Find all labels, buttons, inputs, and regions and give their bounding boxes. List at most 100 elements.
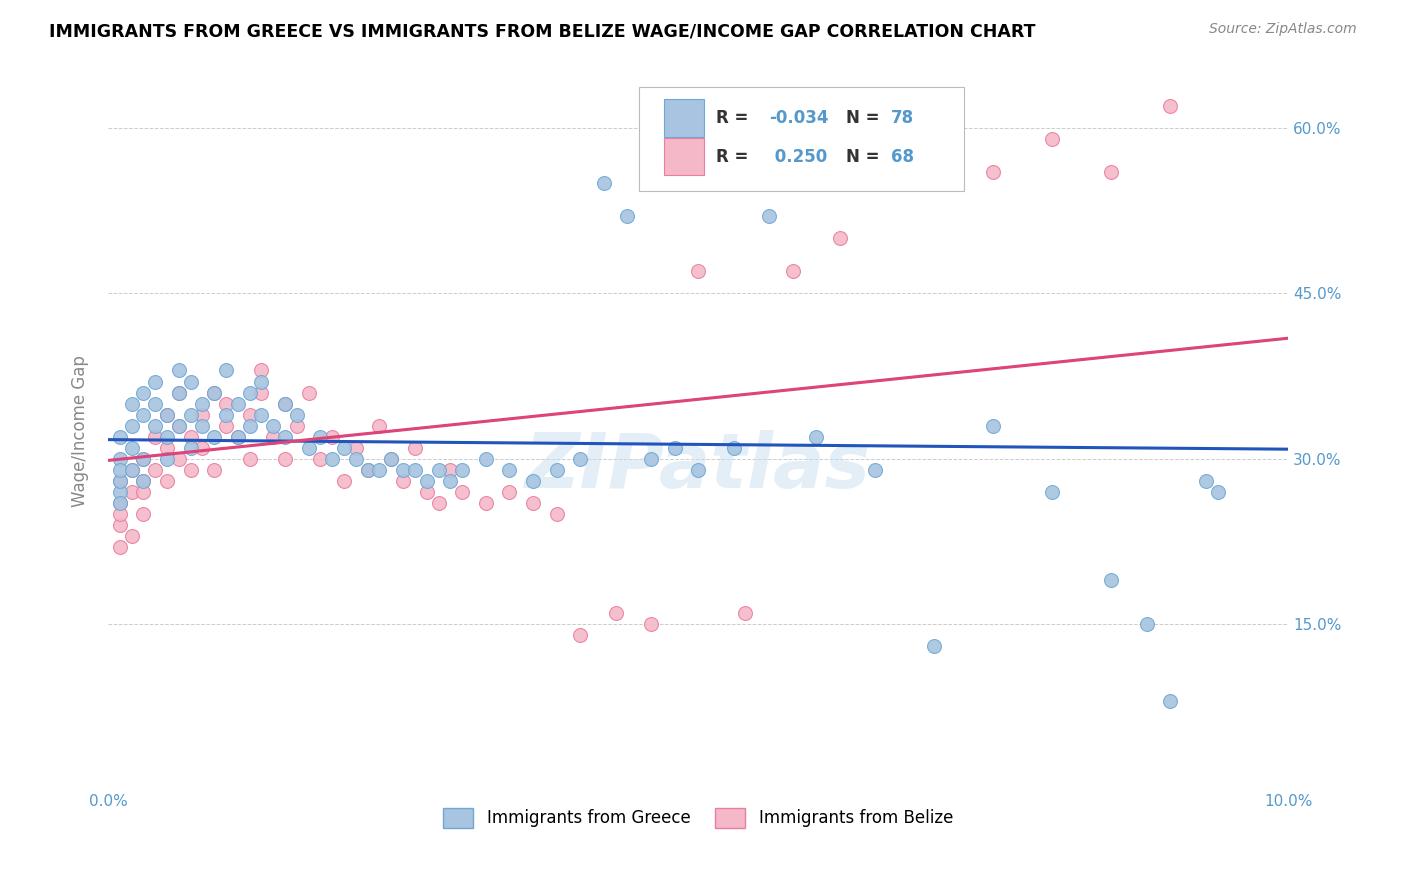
- Point: [191, 408, 214, 422]
- Point: [298, 385, 321, 400]
- Point: [167, 363, 190, 377]
- Point: [167, 385, 190, 400]
- Point: [226, 429, 249, 443]
- Point: [262, 418, 284, 433]
- Y-axis label: Wage/Income Gap: Wage/Income Gap: [72, 355, 89, 507]
- Point: [723, 441, 745, 455]
- Point: [474, 496, 496, 510]
- Point: [876, 176, 898, 190]
- Point: [981, 165, 1004, 179]
- Point: [180, 463, 202, 477]
- Point: [121, 484, 143, 499]
- Point: [734, 606, 756, 620]
- Point: [427, 496, 450, 510]
- Point: [108, 540, 131, 554]
- Point: [828, 231, 851, 245]
- Point: [309, 429, 332, 443]
- Point: [427, 463, 450, 477]
- Point: [121, 463, 143, 477]
- Point: [522, 474, 544, 488]
- Point: [156, 474, 179, 488]
- Text: N =: N =: [846, 109, 879, 127]
- Point: [132, 385, 155, 400]
- Point: [274, 429, 297, 443]
- Text: ZIPatlas: ZIPatlas: [526, 430, 872, 504]
- Point: [415, 474, 437, 488]
- Point: [274, 396, 297, 410]
- Point: [121, 441, 143, 455]
- Point: [156, 451, 179, 466]
- Text: 78: 78: [890, 109, 914, 127]
- Point: [439, 474, 461, 488]
- Point: [180, 375, 202, 389]
- Point: [1040, 484, 1063, 499]
- Point: [143, 375, 166, 389]
- Point: [285, 408, 308, 422]
- Point: [202, 429, 225, 443]
- Point: [215, 408, 238, 422]
- Point: [108, 507, 131, 521]
- Point: [121, 396, 143, 410]
- Point: [285, 418, 308, 433]
- Point: [108, 463, 131, 477]
- Point: [215, 396, 238, 410]
- Point: [1206, 484, 1229, 499]
- Point: [250, 385, 273, 400]
- Point: [616, 209, 638, 223]
- Point: [156, 408, 179, 422]
- Point: [132, 408, 155, 422]
- Point: [309, 451, 332, 466]
- Point: [215, 418, 238, 433]
- Point: [1099, 165, 1122, 179]
- Point: [380, 451, 402, 466]
- Point: [451, 484, 474, 499]
- Point: [415, 484, 437, 499]
- Point: [664, 441, 686, 455]
- Point: [298, 441, 321, 455]
- Point: [239, 408, 262, 422]
- Point: [333, 474, 356, 488]
- Point: [121, 463, 143, 477]
- Point: [357, 463, 380, 477]
- Point: [380, 451, 402, 466]
- Point: [108, 474, 131, 488]
- Point: [250, 363, 273, 377]
- Text: 68: 68: [890, 148, 914, 166]
- Point: [250, 408, 273, 422]
- Point: [143, 396, 166, 410]
- Point: [202, 463, 225, 477]
- Text: IMMIGRANTS FROM GREECE VS IMMIGRANTS FROM BELIZE WAGE/INCOME GAP CORRELATION CHA: IMMIGRANTS FROM GREECE VS IMMIGRANTS FRO…: [49, 22, 1036, 40]
- Point: [202, 385, 225, 400]
- Point: [202, 385, 225, 400]
- Point: [132, 474, 155, 488]
- Point: [108, 517, 131, 532]
- Point: [239, 385, 262, 400]
- Point: [191, 396, 214, 410]
- Point: [546, 463, 568, 477]
- Point: [782, 264, 804, 278]
- Point: [404, 441, 426, 455]
- Point: [156, 408, 179, 422]
- Point: [132, 484, 155, 499]
- Point: [688, 463, 710, 477]
- Point: [569, 451, 592, 466]
- Point: [451, 463, 474, 477]
- Point: [321, 429, 343, 443]
- Point: [1099, 573, 1122, 587]
- Point: [226, 429, 249, 443]
- Text: N =: N =: [846, 148, 879, 166]
- Point: [546, 507, 568, 521]
- Point: [262, 429, 284, 443]
- FancyBboxPatch shape: [640, 87, 963, 191]
- Point: [167, 385, 190, 400]
- Point: [522, 496, 544, 510]
- Point: [758, 209, 780, 223]
- Point: [498, 463, 520, 477]
- Point: [569, 628, 592, 642]
- Point: [108, 429, 131, 443]
- Point: [1040, 132, 1063, 146]
- Text: -0.034: -0.034: [769, 109, 828, 127]
- Point: [108, 451, 131, 466]
- Point: [344, 451, 367, 466]
- FancyBboxPatch shape: [664, 138, 704, 176]
